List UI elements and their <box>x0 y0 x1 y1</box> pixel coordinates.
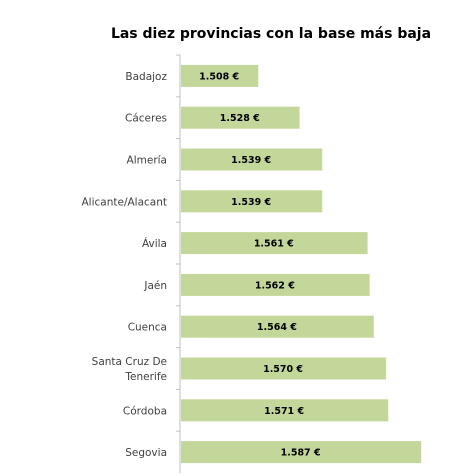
category-label-0: Badajoz <box>125 71 167 83</box>
category-label-3: Alicante/Alacant <box>81 196 167 208</box>
category-label-1: Cáceres <box>125 113 167 125</box>
bar-3 <box>181 190 323 213</box>
category-label-2: Almería <box>127 155 167 167</box>
bar-5 <box>181 273 370 296</box>
value-label-2: 1.539 € <box>231 155 271 166</box>
bar-4 <box>181 232 368 255</box>
category-label-6: Cuenca <box>128 322 167 334</box>
bar-9 <box>181 441 422 464</box>
value-label-3: 1.539 € <box>231 197 271 208</box>
value-label-8: 1.571 € <box>264 406 304 417</box>
value-label-9: 1.587 € <box>281 448 321 459</box>
value-label-6: 1.564 € <box>257 322 297 333</box>
category-label-8: Córdoba <box>123 405 167 417</box>
value-label-0: 1.508 € <box>199 71 239 82</box>
bar-8 <box>181 399 389 422</box>
category-label-4: Ávila <box>142 237 167 250</box>
value-label-4: 1.561 € <box>254 239 294 250</box>
bar-7 <box>181 357 387 380</box>
value-label-7: 1.570 € <box>263 364 303 375</box>
bar-2 <box>181 148 323 171</box>
category-label-9: Segovia <box>125 447 167 459</box>
value-label-5: 1.562 € <box>255 280 295 291</box>
category-label-5: Jaén <box>143 280 167 292</box>
bar-1 <box>181 106 300 129</box>
chart-title: Las diez provincias con la base más baja <box>110 26 432 42</box>
bar-6 <box>181 315 374 338</box>
category-label-7: Santa Cruz De Tenerife <box>92 356 167 383</box>
bar-0 <box>181 64 259 87</box>
value-label-1: 1.528 € <box>220 113 260 124</box>
